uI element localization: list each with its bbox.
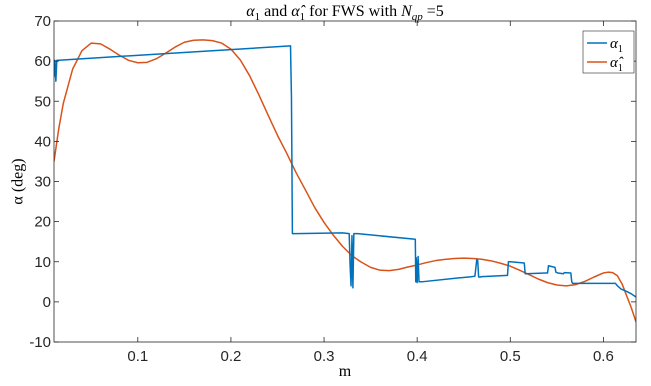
chart-title: α1 and α̂1 for FWS with Nqp =5 [246,3,444,23]
series-layer [54,39,636,323]
axis-ticks: 0.1 0.2 0.3 0.4 0.5 0.6 -10 0 10 20 30 40 50 60 70 [29,13,636,365]
y-tick-label: 20 [34,214,51,231]
y-tick-label: 0 [43,294,51,311]
x-tick-label: 0.2 [220,348,241,365]
chart-title-text: α1 and α̂1 for FWS with Nqp =5 [246,3,444,23]
legend-entry: α1 [610,36,623,55]
y-tick-label: 70 [34,13,51,30]
x-axis-label: m [339,363,352,380]
x-tick-label: 0.3 [314,348,335,365]
x-tick-label: 0.5 [500,348,521,365]
y-tick-label: -10 [29,334,51,351]
y-tick-label: 30 [34,174,51,191]
y-tick-label: 60 [34,53,51,70]
y-tick-label: 50 [34,93,51,110]
legend-box [582,30,635,74]
plot-area-frame [53,20,637,343]
x-tick-label: 0.4 [407,348,428,365]
y-tick-label: 10 [34,254,51,271]
series-line-alpha1-hat [54,39,636,323]
series-line-alpha1 [54,45,636,298]
legend: α1α̂1 [582,30,635,74]
y-tick-label: 40 [34,133,51,150]
x-tick-label: 0.6 [593,348,614,365]
x-tick-label: 0.1 [127,348,148,365]
y-axis-label: α (deg) [10,158,27,204]
